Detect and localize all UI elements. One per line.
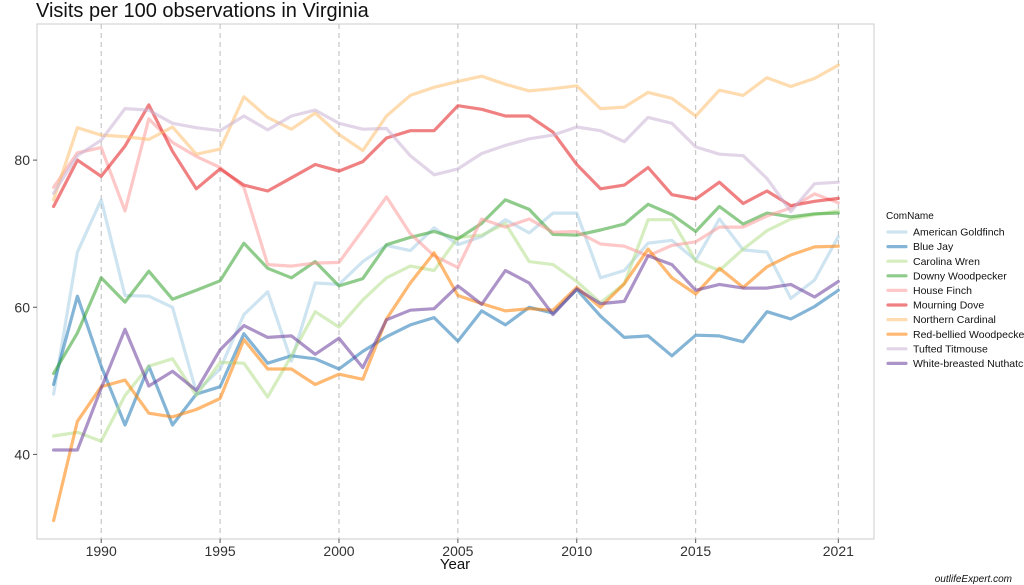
legend-title: ComName (886, 211, 934, 222)
legend-label-northern-cardinal: Northern Cardinal (913, 314, 996, 326)
legend-label-red-bellied-woodpecker: Red-bellied Woodpecker (913, 329, 1024, 341)
y-tick-label: 80 (14, 152, 30, 168)
series-line-carolina-wren (51, 209, 840, 443)
series-line-northern-cardinal (51, 63, 840, 202)
x-tick-label: 2021 (823, 543, 854, 559)
x-axis-title: Year (440, 556, 470, 573)
y-tick-label: 60 (14, 299, 30, 315)
legend-label-blue-jay: Blue Jay (913, 241, 954, 253)
x-axis-ticks: 1990 1995 2000 2005 2010 2015 2021 (86, 539, 854, 559)
x-tick-label: 1995 (205, 543, 236, 559)
series-line-tufted-titmouse (51, 106, 840, 214)
series-line-red-bellied-woodpecker (51, 244, 840, 523)
chart-title: Visits per 100 observations in Virginia (36, 0, 370, 22)
legend-label-mourning-dove: Mourning Dove (913, 300, 984, 312)
legend-label-carolina-wren: Carolina Wren (913, 256, 980, 268)
series-line-house-finch (51, 117, 840, 270)
series-line-white-breasted-nuthatch (51, 254, 840, 452)
y-tick-label: 40 (14, 446, 30, 462)
series-lines (51, 63, 840, 523)
watermark-text: outlifeExpert.com (935, 574, 1012, 585)
legend-label-house-finch: House Finch (913, 285, 972, 297)
x-tick-label: 2010 (561, 543, 592, 559)
x-tick-label: 2000 (323, 543, 354, 559)
series-line-mourning-dove (51, 103, 840, 209)
series-line-downy-woodpecker (51, 198, 840, 376)
legend-label-white-breasted-nuthatch: White-breasted Nuthatch (913, 358, 1024, 370)
legend-label-tufted-titmouse: Tufted Titmouse (913, 343, 988, 355)
legend: ComName American Goldfinch Blue Jay Caroli… (886, 211, 1024, 370)
legend-label-american-goldfinch: American Goldfinch (913, 227, 1005, 239)
y-axis-ticks: 40 60 80 (14, 152, 37, 462)
series-line-blue-jay (51, 288, 840, 427)
x-tick-label: 2015 (680, 543, 711, 559)
legend-label-downy-woodpecker: Downy Woodpecker (913, 270, 1007, 282)
x-tick-label: 1990 (86, 543, 117, 559)
x-tick-label: 2005 (442, 543, 473, 559)
vertical-gridlines (100, 24, 839, 539)
